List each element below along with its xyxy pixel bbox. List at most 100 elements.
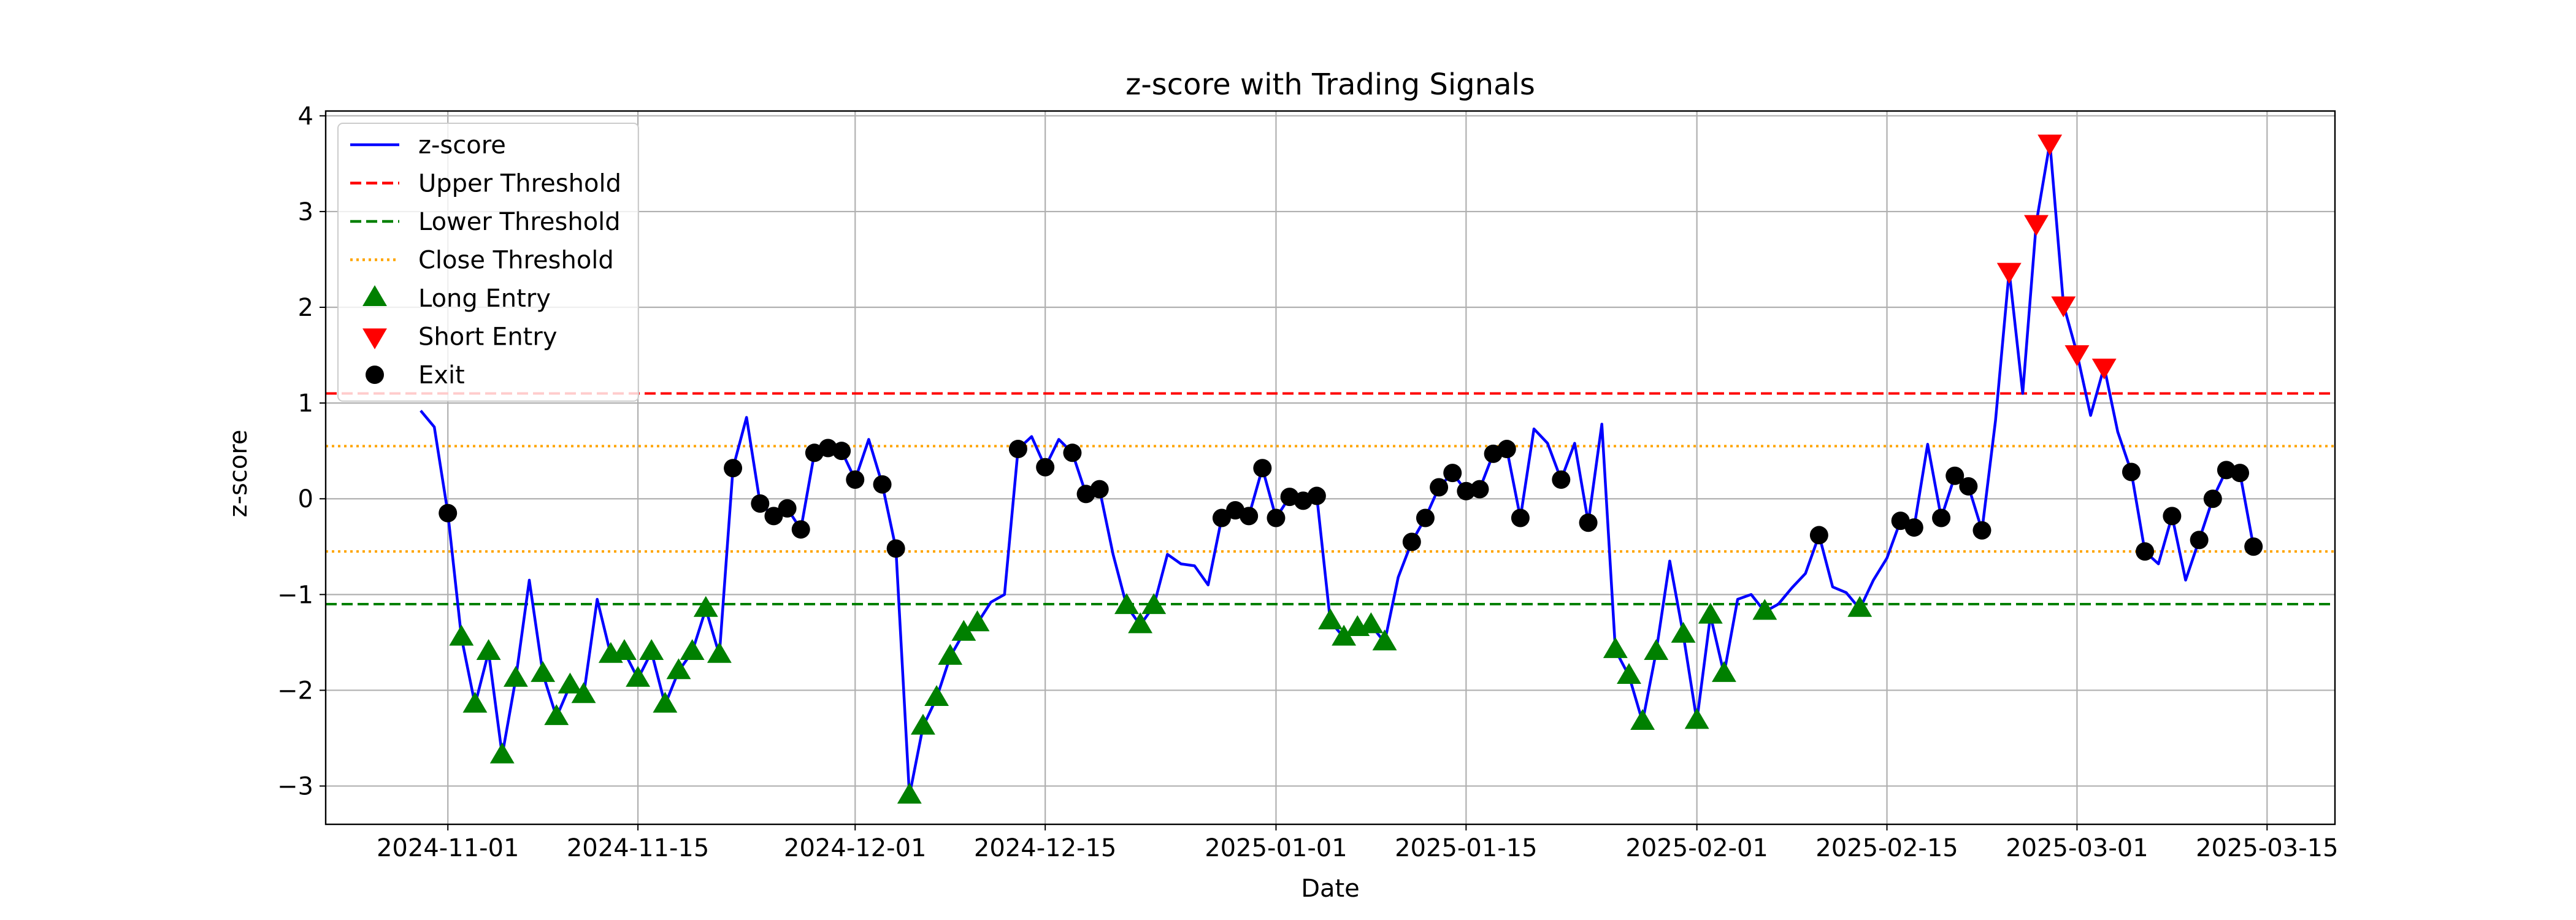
exit-marker bbox=[886, 539, 905, 558]
legend-lower-threshold-label: Lower Threshold bbox=[418, 208, 621, 236]
legend: z-score Upper Threshold Lower Threshold Clo… bbox=[337, 123, 639, 402]
long-entry-marker bbox=[1711, 661, 1736, 682]
x-tick-label: 2025-03-15 bbox=[2196, 834, 2338, 862]
long-entry-marker bbox=[965, 610, 990, 632]
legend-long-entry-swatch bbox=[362, 285, 387, 307]
long-entry-marker bbox=[1332, 624, 1357, 646]
long-entry-marker bbox=[653, 691, 678, 713]
long-entry-marker bbox=[1644, 639, 1669, 661]
long-entry-marker bbox=[476, 639, 501, 661]
long-entry-marker bbox=[1684, 708, 1709, 729]
x-tick-label: 2024-12-01 bbox=[784, 834, 926, 862]
exit-marker bbox=[1552, 470, 1571, 489]
exit-marker bbox=[1470, 480, 1489, 499]
y-tick-label: 4 bbox=[298, 102, 313, 131]
exit-marker bbox=[1008, 440, 1027, 459]
exit-marker bbox=[778, 499, 797, 518]
exit-marker bbox=[1945, 466, 1965, 485]
exit-marker bbox=[1891, 512, 1910, 531]
long-entry-marker bbox=[612, 639, 637, 661]
exit-marker bbox=[2244, 537, 2263, 556]
exit-marker bbox=[1579, 513, 1598, 532]
long-entry-marker bbox=[489, 742, 515, 764]
short-entry-marker bbox=[2091, 358, 2117, 380]
legend-upper-threshold-label: Upper Threshold bbox=[418, 170, 621, 198]
y-tick-label: 3 bbox=[298, 198, 313, 226]
exit-marker bbox=[1212, 508, 1231, 527]
exit-marker bbox=[1240, 507, 1259, 526]
long-entry-marker bbox=[531, 661, 556, 682]
long-entry-marker bbox=[1752, 599, 1777, 620]
x-tick-label: 2025-01-15 bbox=[1395, 834, 1537, 862]
long-entry-marker bbox=[571, 682, 596, 703]
legend-long-entry-label: Long Entry bbox=[418, 285, 551, 313]
legend-short-entry-swatch bbox=[362, 328, 387, 350]
exit-marker bbox=[1457, 481, 1476, 500]
x-tick-label: 2024-12-15 bbox=[974, 834, 1116, 862]
long-entry-marker bbox=[639, 639, 664, 661]
y-tick-label: −3 bbox=[277, 773, 313, 801]
exit-marker bbox=[791, 520, 810, 539]
y-tick-label: 0 bbox=[298, 485, 313, 513]
plot-area-frame bbox=[324, 110, 2336, 826]
long-entry-marker bbox=[462, 691, 488, 713]
exit-marker bbox=[2231, 464, 2250, 483]
exit-marker bbox=[1267, 508, 1286, 527]
legend-short-entry-label: Short Entry bbox=[418, 323, 557, 351]
chart-title: z-score with Trading Signals bbox=[1125, 67, 1535, 102]
long-entry-marker bbox=[897, 783, 922, 804]
z-score-line bbox=[420, 141, 2255, 797]
long-entry-marker bbox=[1630, 708, 1655, 730]
long-entry-marker bbox=[449, 624, 474, 646]
exit-marker bbox=[1809, 526, 1828, 545]
exit-marker bbox=[1307, 486, 1326, 505]
exit-marker bbox=[2122, 462, 2141, 481]
long-entry-marker bbox=[910, 713, 935, 735]
exit-marker bbox=[2190, 531, 2209, 550]
long-entry-marker bbox=[1318, 608, 1343, 630]
long-entry-marker bbox=[1114, 593, 1139, 615]
x-tick-label: 2024-11-15 bbox=[567, 834, 709, 862]
short-entry-marker bbox=[2064, 345, 2090, 366]
short-entry-marker bbox=[2037, 134, 2063, 156]
exit-marker bbox=[1402, 532, 1421, 551]
long-entry-marker bbox=[503, 665, 528, 687]
long-entry-marker bbox=[1847, 596, 1873, 617]
threshold-lines bbox=[326, 392, 2335, 605]
long-entry-marker bbox=[951, 619, 976, 641]
exit-marker bbox=[1430, 478, 1449, 497]
long-entry-marker bbox=[693, 596, 718, 617]
long-entry-marker bbox=[924, 684, 949, 706]
legend-close-threshold-label: Close Threshold bbox=[418, 247, 614, 275]
long-entry-marker bbox=[1372, 629, 1397, 651]
long-entry-marker bbox=[1671, 621, 1696, 643]
short-entry-marker bbox=[2051, 296, 2076, 318]
x-tick-label: 2025-01-01 bbox=[1205, 834, 1347, 862]
exit-marker bbox=[1511, 508, 1530, 527]
long-entry-marker bbox=[558, 672, 583, 694]
exit-marker bbox=[2203, 489, 2222, 508]
short-entry-marker bbox=[1996, 263, 2022, 284]
x-tick-label: 2025-03-01 bbox=[2006, 834, 2148, 862]
long-entry-marker bbox=[680, 639, 705, 661]
long-entry-marker bbox=[1128, 612, 1153, 634]
x-tick-label: 2025-02-01 bbox=[1625, 834, 1768, 862]
long-entry-marker bbox=[938, 643, 963, 665]
long-entry-marker bbox=[1617, 663, 1641, 684]
legend-box bbox=[337, 123, 639, 402]
long-entry-marker bbox=[1359, 612, 1384, 634]
exit-marker bbox=[873, 475, 892, 494]
y-axis-label: z-score bbox=[224, 430, 253, 518]
y-tick-label: −1 bbox=[277, 581, 313, 609]
long-entry-marker bbox=[626, 665, 651, 687]
x-tick-label: 2025-02-15 bbox=[1815, 834, 1958, 862]
short-entry-marker bbox=[2024, 215, 2049, 236]
zscore-series bbox=[420, 141, 2255, 797]
x-tick-label: 2024-11-01 bbox=[377, 834, 519, 862]
axis-ticks: 2024-11-01 2024-11-15 2024-12-01 2024-12-15… bbox=[277, 102, 2339, 862]
exit-marker bbox=[1443, 464, 1462, 483]
y-tick-label: 1 bbox=[298, 389, 313, 418]
y-tick-label: 2 bbox=[298, 294, 313, 322]
exit-marker bbox=[1904, 518, 1923, 537]
